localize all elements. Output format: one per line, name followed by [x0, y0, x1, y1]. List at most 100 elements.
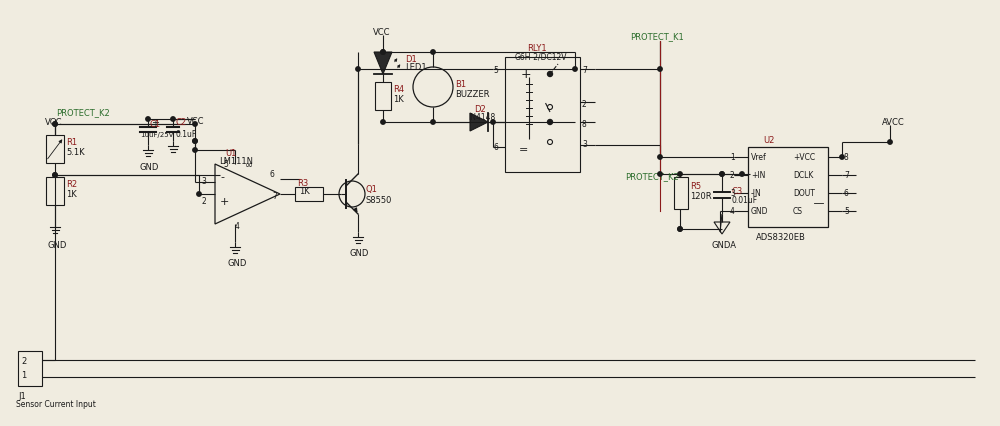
Text: PROTECT_K2: PROTECT_K2	[625, 172, 679, 181]
Circle shape	[658, 173, 662, 177]
Circle shape	[548, 72, 552, 77]
Text: IN4148: IN4148	[468, 113, 495, 122]
Text: +: +	[521, 68, 532, 81]
Text: 0.1uF: 0.1uF	[175, 130, 196, 139]
Text: J1: J1	[18, 391, 26, 400]
Circle shape	[381, 121, 385, 125]
Bar	[46, 136, 64, 164]
Text: 5: 5	[493, 66, 498, 75]
Circle shape	[53, 173, 57, 178]
Text: 6: 6	[844, 189, 849, 198]
Text: Q1: Q1	[366, 184, 378, 193]
Circle shape	[356, 68, 360, 72]
Circle shape	[840, 155, 844, 160]
Circle shape	[431, 121, 435, 125]
Text: 5: 5	[844, 207, 849, 216]
Text: GND: GND	[47, 240, 66, 249]
Text: 1K: 1K	[393, 95, 404, 104]
Circle shape	[171, 118, 175, 122]
Text: C1: C1	[150, 120, 161, 129]
Circle shape	[146, 118, 150, 122]
Circle shape	[548, 120, 552, 125]
Text: Sensor Current Input: Sensor Current Input	[16, 399, 96, 408]
Text: 1K: 1K	[66, 190, 77, 199]
Text: CS: CS	[793, 207, 803, 216]
Text: 7: 7	[272, 192, 277, 201]
Text: BUZZER: BUZZER	[455, 90, 490, 99]
Circle shape	[658, 155, 662, 160]
Circle shape	[197, 193, 201, 197]
Text: R3: R3	[297, 178, 308, 187]
Text: 3: 3	[201, 177, 206, 186]
Circle shape	[53, 123, 57, 127]
Text: VCC: VCC	[45, 118, 62, 127]
Text: C3: C3	[732, 187, 743, 196]
Text: GND: GND	[349, 248, 368, 257]
Text: AVCC: AVCC	[882, 118, 905, 127]
Circle shape	[888, 141, 892, 145]
Circle shape	[720, 173, 724, 177]
Text: 10uF/25V: 10uF/25V	[140, 132, 173, 138]
Text: ∞: ∞	[245, 160, 253, 170]
Circle shape	[573, 68, 577, 72]
Bar	[295, 187, 323, 201]
Circle shape	[678, 173, 682, 177]
Circle shape	[678, 227, 682, 232]
Text: 5: 5	[223, 160, 228, 169]
Text: 6: 6	[270, 170, 275, 178]
Text: PROTECT_K1: PROTECT_K1	[630, 32, 684, 41]
Text: 5.1K: 5.1K	[66, 148, 85, 157]
Text: G6H-2/DC12V: G6H-2/DC12V	[515, 52, 568, 61]
Text: 3: 3	[730, 189, 735, 198]
Text: S8550: S8550	[366, 196, 392, 204]
Text: R2: R2	[66, 180, 77, 189]
Text: GND: GND	[751, 207, 768, 216]
Text: 4: 4	[730, 207, 735, 216]
Text: B1: B1	[455, 80, 466, 89]
Bar	[748, 148, 828, 227]
Text: -IN: -IN	[751, 189, 762, 198]
Polygon shape	[374, 53, 392, 75]
Circle shape	[381, 51, 385, 55]
Text: +VCC: +VCC	[793, 153, 815, 161]
Text: 2: 2	[201, 196, 206, 205]
Text: 0.01uF: 0.01uF	[732, 196, 758, 204]
Text: LED1: LED1	[405, 63, 427, 72]
Bar	[674, 178, 688, 210]
Circle shape	[193, 139, 197, 144]
Text: 2: 2	[21, 356, 26, 365]
Bar	[46, 178, 64, 205]
Circle shape	[491, 121, 495, 125]
Text: GND: GND	[227, 259, 246, 268]
Text: PROTECT_K2: PROTECT_K2	[56, 108, 110, 117]
Circle shape	[740, 173, 744, 177]
Text: DOUT: DOUT	[793, 189, 815, 198]
Text: GND: GND	[140, 163, 159, 172]
Text: D1: D1	[405, 55, 417, 64]
Text: U2: U2	[763, 136, 774, 145]
Text: +: +	[151, 118, 159, 128]
Bar	[375, 83, 391, 111]
Circle shape	[53, 173, 57, 178]
Text: 8: 8	[844, 153, 849, 161]
Text: +IN: +IN	[751, 170, 765, 180]
Text: R5: R5	[690, 181, 701, 190]
Text: 3: 3	[582, 140, 587, 149]
Text: R4: R4	[393, 85, 404, 94]
Text: 6: 6	[493, 143, 498, 152]
Polygon shape	[470, 114, 488, 132]
Text: GNDA: GNDA	[712, 240, 737, 249]
Text: 1K: 1K	[299, 187, 310, 196]
Text: 1: 1	[730, 153, 735, 161]
Circle shape	[381, 51, 385, 55]
Bar	[505, 58, 580, 173]
Text: +: +	[220, 196, 229, 207]
Text: 4: 4	[235, 222, 240, 230]
Text: RLY1: RLY1	[527, 44, 547, 53]
Text: 2: 2	[582, 100, 587, 109]
Text: R1: R1	[66, 138, 77, 147]
Text: LM111N: LM111N	[219, 157, 253, 166]
Circle shape	[431, 51, 435, 55]
Text: =: =	[519, 145, 528, 155]
Text: 8: 8	[582, 120, 587, 129]
